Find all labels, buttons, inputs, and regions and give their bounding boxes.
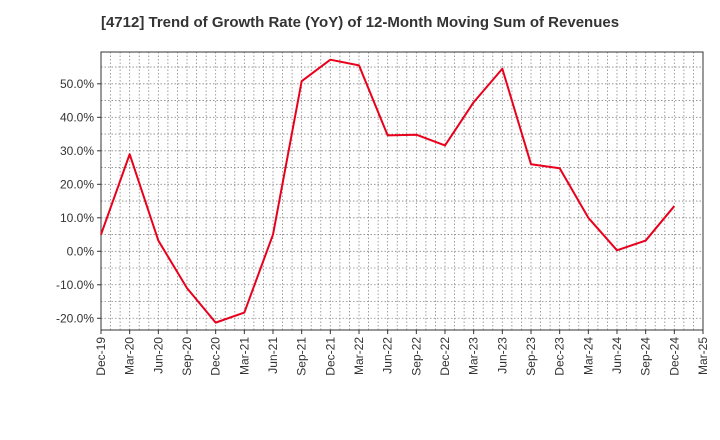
- x-axis: Dec-19 Mar-20 Jun-20 Sep-20 Dec-20 Mar-21 Jun-…: [94, 330, 710, 376]
- x-tick-label: Jun-20: [151, 337, 165, 374]
- y-tick-label: 40.0%: [60, 110, 94, 124]
- x-tick-label: Mar-23: [467, 337, 481, 375]
- y-tick-label: 50.0%: [60, 77, 94, 91]
- plot-frame: [100, 51, 704, 331]
- x-tick-label: Mar-20: [123, 337, 137, 375]
- x-tick-label: Mar-25: [696, 337, 710, 375]
- y-tick-label: 20.0%: [60, 177, 94, 191]
- x-tick-label: Mar-24: [581, 337, 595, 375]
- x-tick-label: Dec-19: [94, 337, 108, 376]
- x-tick-label: Sep-24: [639, 337, 653, 376]
- x-tick-label: Dec-22: [438, 337, 452, 376]
- x-tick-label: Mar-22: [352, 337, 366, 375]
- x-tick-label: Dec-24: [667, 337, 681, 376]
- y-tick-label: 0.0%: [67, 244, 95, 258]
- series-line: [100, 58, 676, 324]
- x-tick-label: Jun-21: [266, 337, 280, 374]
- x-tick-label: Jun-22: [381, 337, 395, 374]
- grid: [101, 52, 703, 330]
- x-tick-label: Mar-21: [237, 337, 251, 375]
- y-tick-label: 10.0%: [60, 211, 94, 225]
- y-tick-label: -10.0%: [56, 278, 94, 292]
- y-tick-label: 30.0%: [60, 144, 94, 158]
- x-tick-label: Jun-24: [610, 337, 624, 374]
- x-tick-label: Sep-21: [295, 337, 309, 376]
- x-tick-label: Dec-20: [209, 337, 223, 376]
- x-tick-label: Dec-21: [323, 337, 337, 376]
- x-tick-label: Dec-23: [553, 337, 567, 376]
- x-tick-label: Jun-23: [495, 337, 509, 374]
- y-axis: -20.0% -10.0% 0.0% 10.0% 20.0% 30.0% 40.0% 50.0…: [56, 77, 101, 325]
- x-tick-label: Sep-22: [409, 337, 423, 376]
- x-tick-label: Sep-23: [524, 337, 538, 376]
- y-tick-label: -20.0%: [56, 311, 94, 325]
- chart-title: [4712] Trend of Growth Rate (YoY) of 12-…: [100, 14, 620, 31]
- x-tick-label: Sep-20: [180, 337, 194, 376]
- series: [100, 58, 676, 324]
